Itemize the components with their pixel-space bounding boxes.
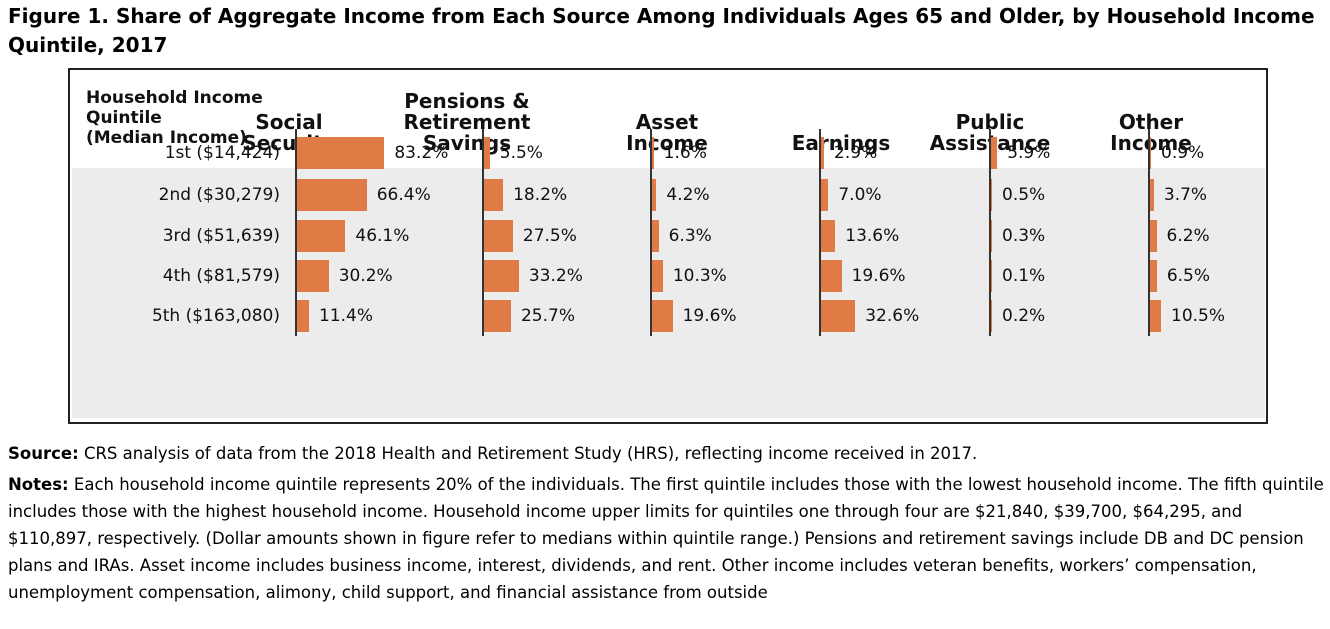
source-label: Source: bbox=[8, 444, 79, 463]
row-label: 5th ($163,080) bbox=[151, 306, 280, 326]
series-axis bbox=[989, 129, 991, 336]
data-label: 0.1% bbox=[1002, 266, 1046, 286]
data-label: 6.2% bbox=[1166, 226, 1210, 246]
data-bar bbox=[821, 300, 856, 332]
data-label: 4.2% bbox=[666, 185, 710, 205]
notes-line: Notes: Each household income quintile re… bbox=[8, 471, 1324, 606]
notes-label: Notes: bbox=[8, 475, 69, 494]
data-label: 18.2% bbox=[513, 185, 568, 205]
data-label: 0.5% bbox=[1002, 185, 1046, 205]
data-label: 0.3% bbox=[1002, 226, 1046, 246]
data-label: 7.0% bbox=[838, 185, 882, 205]
data-bar bbox=[652, 179, 657, 211]
data-label: 5.9% bbox=[1007, 143, 1051, 163]
row-label: 1st ($14,424) bbox=[164, 143, 280, 163]
chart-frame: Household Income Quintile (Median Income… bbox=[68, 68, 1268, 424]
data-bar bbox=[991, 300, 992, 332]
row-label: 3rd ($51,639) bbox=[162, 226, 280, 246]
data-bar bbox=[821, 137, 825, 169]
column-header: Other Income bbox=[1110, 110, 1192, 155]
data-bar bbox=[484, 300, 511, 332]
data-bar bbox=[484, 137, 490, 169]
series-axis bbox=[650, 129, 652, 336]
data-bar bbox=[1150, 300, 1162, 332]
notes-text: Each household income quintile represent… bbox=[8, 475, 1324, 602]
data-label: 11.4% bbox=[318, 306, 373, 326]
data-bar bbox=[297, 137, 385, 169]
series-axis bbox=[482, 129, 484, 336]
data-label: 5.5% bbox=[499, 143, 543, 163]
data-label: 66.4% bbox=[376, 185, 431, 205]
data-bar bbox=[484, 179, 504, 211]
data-bar bbox=[1150, 220, 1157, 252]
data-bar bbox=[297, 300, 309, 332]
data-label: 6.5% bbox=[1166, 266, 1211, 286]
data-label: 10.5% bbox=[1171, 306, 1226, 326]
data-bar bbox=[1150, 260, 1157, 292]
row-header: Household Income Quintile (Median Income… bbox=[86, 88, 263, 148]
data-label: 0.9% bbox=[1161, 143, 1205, 163]
data-label: 1.6% bbox=[663, 143, 707, 163]
data-label: 3.7% bbox=[1163, 185, 1208, 205]
data-bar bbox=[991, 137, 998, 169]
data-label: 25.7% bbox=[520, 306, 575, 326]
data-bar bbox=[297, 220, 346, 252]
data-bar bbox=[991, 260, 992, 292]
source-text: CRS analysis of data from the 2018 Healt… bbox=[83, 444, 978, 463]
figure-title: Figure 1. Share of Aggregate Income from… bbox=[8, 4, 1315, 57]
data-bar bbox=[991, 179, 992, 211]
data-label: 10.3% bbox=[672, 266, 727, 286]
data-bar bbox=[821, 179, 829, 211]
data-label: 32.6% bbox=[865, 306, 920, 326]
data-label: 6.3% bbox=[668, 226, 712, 246]
column-header: Asset Income bbox=[626, 110, 708, 155]
data-label: 27.5% bbox=[522, 226, 577, 246]
data-bar bbox=[297, 260, 329, 292]
data-bar bbox=[652, 137, 654, 169]
source-line: Source: CRS analysis of data from the 20… bbox=[8, 440, 1324, 467]
data-label: 19.6% bbox=[851, 266, 906, 286]
series-axis bbox=[819, 129, 821, 336]
data-bar bbox=[652, 260, 663, 292]
data-bar bbox=[652, 220, 659, 252]
data-bar bbox=[1150, 137, 1151, 169]
data-label: 0.2% bbox=[1002, 306, 1046, 326]
data-bar bbox=[652, 300, 673, 332]
data-label: 83.2% bbox=[394, 143, 449, 163]
data-bar bbox=[484, 220, 513, 252]
data-bar bbox=[1150, 179, 1154, 211]
chart-body-band bbox=[72, 168, 1265, 418]
data-bar bbox=[484, 260, 519, 292]
data-label: 33.2% bbox=[528, 266, 583, 286]
notes-block: Source: CRS analysis of data from the 20… bbox=[8, 440, 1324, 610]
data-label: 46.1% bbox=[355, 226, 410, 246]
row-label: 4th ($81,579) bbox=[162, 266, 280, 286]
row-label: 2nd ($30,279) bbox=[158, 185, 280, 205]
data-label: 2.9% bbox=[834, 143, 878, 163]
data-label: 19.6% bbox=[682, 306, 737, 326]
series-axis bbox=[1148, 129, 1150, 336]
data-label: 13.6% bbox=[845, 226, 900, 246]
data-label: 30.2% bbox=[338, 266, 393, 286]
column-header: Earnings bbox=[791, 131, 891, 155]
data-bar bbox=[821, 260, 842, 292]
data-bar bbox=[297, 179, 367, 211]
series-axis bbox=[295, 129, 297, 336]
data-bar bbox=[991, 220, 992, 252]
data-bar bbox=[821, 220, 836, 252]
